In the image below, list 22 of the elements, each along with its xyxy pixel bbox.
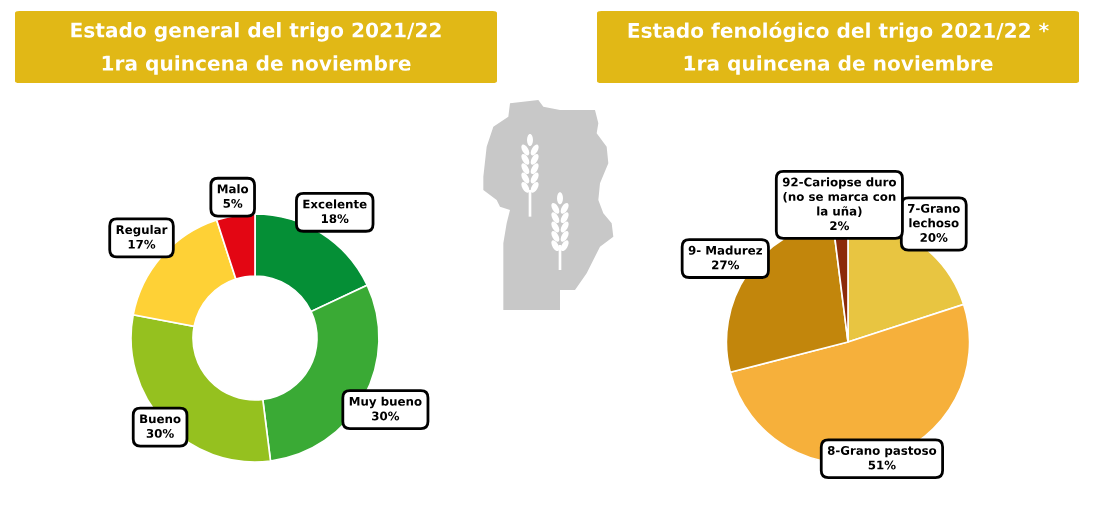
- data-label: 18%: [321, 214, 349, 224]
- chart-subtitle: 1ra quincena de noviembre: [684, 55, 993, 75]
- slice-label: 9- Madurez: [688, 245, 762, 255]
- data-label: 17%: [128, 239, 156, 249]
- slice-label: 8-Grano pastoso: [827, 445, 937, 458]
- slice-label: 92-Cariopse duro (no se marca con la uña): [782, 177, 897, 217]
- slice-label: Regular: [116, 224, 168, 237]
- data-label: 20%: [920, 233, 948, 242]
- data-label: 2%: [830, 221, 850, 231]
- data-label: 30%: [372, 411, 400, 421]
- data-label: 30%: [146, 428, 174, 438]
- slice-label: Malo: [217, 184, 249, 194]
- slice-label: Muy bueno: [349, 396, 422, 409]
- slice-label: Bueno: [140, 414, 181, 424]
- slice-label: 7-Grano lechoso: [908, 203, 960, 228]
- data-label: 27%: [712, 260, 740, 270]
- chart-title: Estado general del trigo 2021/22: [71, 22, 441, 42]
- chart-title: Estado fenológico del trigo 2021/22 *: [628, 21, 1049, 43]
- slice-label: Excelente: [303, 199, 367, 209]
- data-label: 5%: [223, 198, 243, 208]
- data-label: 51%: [868, 460, 896, 470]
- chart-subtitle: 1ra quincena de noviembre: [102, 55, 411, 75]
